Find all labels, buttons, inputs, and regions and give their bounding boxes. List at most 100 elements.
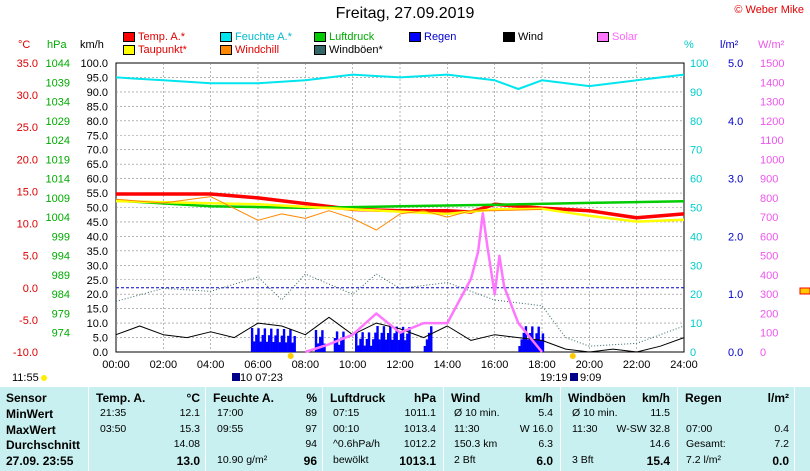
gusts-label: 11:30 [572, 422, 598, 435]
table-column [444, 387, 560, 471]
wind-label: 11:30 [454, 422, 480, 435]
temp-tick-label: -5.0 [19, 315, 38, 327]
wind-tick-label: 85.0 [87, 101, 108, 113]
pressure-tick-label: 1024 [46, 135, 70, 147]
humidity-value: 94 [305, 438, 317, 450]
pressure-tick-label: 1009 [46, 193, 70, 205]
wind-tick-label: 30.0 [87, 260, 108, 272]
humidity-tick-label: 30 [690, 260, 702, 272]
pressure-time: 00:10 [333, 422, 360, 435]
rain-bar [539, 340, 543, 352]
wind-tick-label: 15.0 [87, 304, 108, 316]
humidity-tick-label: 90 [690, 87, 702, 99]
temp-value: 12.1 [179, 407, 200, 419]
rain-bar [430, 326, 433, 352]
legend-item-temp[interactable]: Temp. A.* [123, 31, 185, 43]
solar-tick-label: 0 [760, 347, 766, 359]
legend-item-dewpoint[interactable]: Taupunkt* [123, 44, 187, 56]
temp-tick-label: 30.0 [17, 90, 38, 102]
x-tick-label: 06:00 [244, 359, 272, 371]
temp-swatch [123, 32, 135, 42]
weather-chart: 35.0 30.0 25.0 20.0 15.0 10.0 5.0 0.0 -5.0 -10.0 1… [12, 58, 810, 384]
wind-tick-label: 95.0 [87, 72, 108, 84]
wind-tick-label: 10.0 [87, 318, 108, 330]
pressure-value: 1011.1 [404, 407, 436, 419]
rain-bar [395, 326, 398, 352]
rain-bar [384, 339, 388, 352]
rain-bar [401, 326, 405, 352]
temp-tick-label: -10.0 [13, 347, 38, 359]
humidity-value: 89 [305, 407, 317, 419]
x-tick-label: 02:00 [150, 359, 178, 371]
temp-value: 13.0 [176, 453, 200, 468]
legend-label: Feuchte A.* [235, 31, 292, 43]
rain-bar [427, 332, 431, 352]
temp-tick-label: 35.0 [17, 58, 38, 70]
rain-tick-label: 2.0 [728, 231, 743, 243]
wind-tick-label: 40.0 [87, 231, 108, 243]
pressure-time: 07:15 [333, 407, 360, 419]
table-column [561, 387, 677, 471]
wind-series-line [115, 316, 685, 353]
rain-label: 7.2 l/m² [686, 453, 722, 466]
legend-item-wind[interactable]: Wind [503, 31, 543, 43]
header-rain: Regen [685, 391, 722, 405]
rain-bar [423, 346, 427, 352]
copyright-label: © Weber Mike [734, 4, 804, 16]
humidity-tick-label: 80 [690, 116, 702, 128]
marker-label: 9:09 [580, 372, 601, 384]
row-label: Durchschnitt [6, 438, 81, 452]
x-tick-label: 22:00 [623, 359, 651, 371]
pressure-time: bewölkt [333, 453, 369, 466]
taupunkt-series-line [115, 199, 685, 223]
legend-item-pressure[interactable]: Luftdruck [314, 31, 374, 43]
rain-bar [274, 335, 277, 352]
rain-bar [359, 338, 362, 352]
sun-marker-icon [569, 353, 576, 359]
pressure-tick-label: 984 [52, 289, 70, 301]
legend-item-windchill[interactable]: Windchill [220, 44, 279, 56]
humidity-unit: % [684, 39, 694, 51]
legend-item-gusts[interactable]: Windböen* [314, 44, 383, 56]
wind-value: 6.3 [538, 438, 553, 450]
rain-bar [280, 335, 284, 352]
solar-tick-label: 300 [760, 289, 778, 301]
rain-bar [253, 341, 256, 352]
rain-bar [287, 335, 290, 352]
wind-tick-label: 0.0 [93, 347, 108, 359]
legend-item-rain[interactable]: Regen [409, 31, 456, 43]
marker-label: 19:19 [540, 372, 568, 384]
pressure-tick-label: 999 [52, 231, 70, 243]
pressure-time: ^0.6hPa/h [333, 438, 380, 450]
header-wind: Wind [451, 391, 481, 405]
rain-bar [321, 330, 324, 352]
solar-tick-label: 1200 [760, 116, 784, 128]
wind-tick-label: 35.0 [87, 246, 108, 258]
wind-tick-label: 90.0 [87, 87, 108, 99]
solar-tick-label: 600 [760, 231, 778, 243]
legend-item-solar[interactable]: Solar [597, 31, 638, 43]
rain-bar [259, 341, 262, 352]
humidity-value: 97 [305, 422, 317, 435]
rain-bar [333, 338, 337, 352]
wind-tick-label: 60.0 [87, 174, 108, 186]
header-pressure-unit: hPa [413, 391, 436, 405]
rain-bar [386, 333, 390, 352]
rain-bar [535, 333, 538, 352]
rain-bar [357, 345, 360, 352]
temp-tick-label: 5.0 [23, 251, 38, 263]
wind-tick-label: 75.0 [87, 130, 108, 142]
x-tick-label: 10:00 [339, 359, 367, 371]
rain-bar [337, 344, 341, 352]
rain-bar [340, 338, 343, 352]
header-sensor: Sensor [6, 391, 47, 405]
rain-bar [425, 339, 429, 352]
legend-label: Windböen* [329, 44, 383, 56]
solar-swatch [597, 32, 609, 42]
rain-bar [289, 329, 292, 352]
legend-item-humidity[interactable]: Feuchte A.* [220, 31, 292, 43]
solar-tick-label: 100 [760, 328, 778, 340]
rain-bar [263, 328, 267, 352]
rain-bar [389, 326, 392, 352]
solar-tick-label: 1400 [760, 77, 784, 89]
